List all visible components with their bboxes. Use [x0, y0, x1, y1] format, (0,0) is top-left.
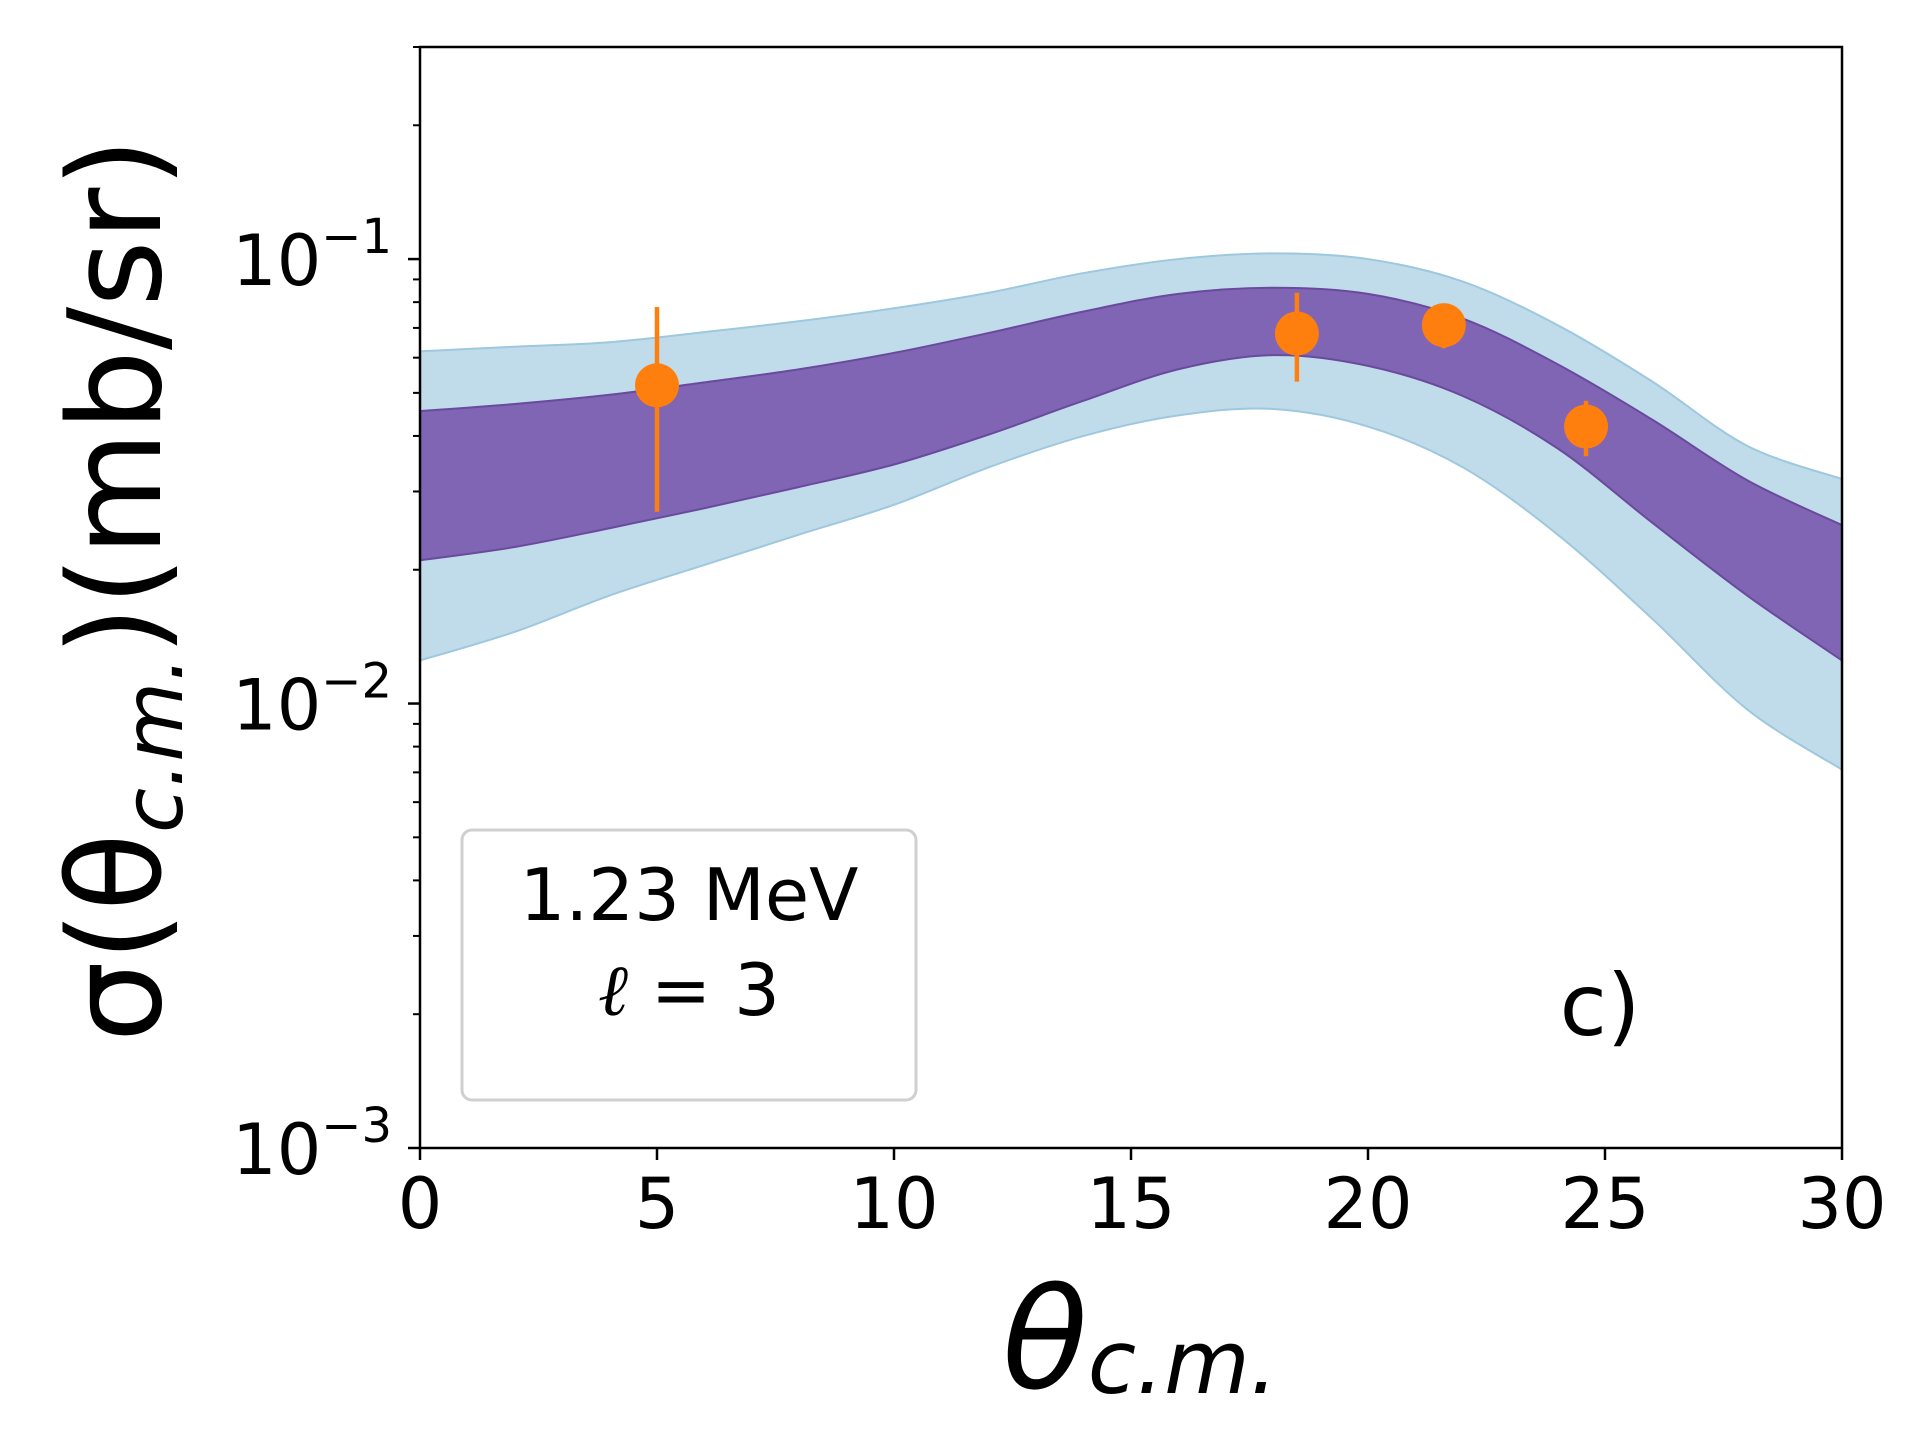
y-tick-base: 10 — [232, 665, 321, 747]
data-point-3 — [1564, 404, 1609, 449]
x-axis-title: θc.m. — [1002, 1259, 1278, 1422]
y-tick-exponent: −1 — [321, 209, 392, 265]
x-tick-label: 25 — [1560, 1163, 1649, 1245]
y-tick-exponent: −2 — [321, 654, 392, 710]
annotation-box: 1.23 MeV ℓ = 3 — [460, 828, 918, 1102]
x-tick-label: 0 — [398, 1163, 443, 1245]
ell-symbol: ℓ — [598, 948, 628, 1032]
x-axis-theta: θ — [1002, 1259, 1088, 1422]
x-tick-label: 10 — [849, 1163, 938, 1245]
y-axis-title: σ(θc.m.)(mb/sr) — [42, 138, 202, 1043]
y-tick-label: 10−1 — [232, 209, 392, 302]
data-point-0 — [635, 363, 679, 408]
confidence-bands — [419, 252, 1843, 772]
data-point-2 — [1421, 303, 1466, 348]
x-axis-subscript: c.m. — [1088, 1311, 1278, 1414]
x-tick-label: 30 — [1797, 1163, 1886, 1245]
plot-area — [419, 252, 1843, 772]
svg-text:σ(θc.m.)(mb/sr): σ(θc.m.)(mb/sr) — [42, 138, 202, 1043]
y-tick-label: 10−3 — [232, 1098, 392, 1191]
y-tick-base: 10 — [232, 1109, 321, 1191]
x-tick-label: 20 — [1323, 1163, 1412, 1245]
annotation-frame — [460, 828, 918, 1102]
x-tick-label: 15 — [1086, 1163, 1175, 1245]
y-tick-base: 10 — [232, 220, 321, 302]
x-tick-label: 5 — [635, 1163, 680, 1245]
panel-label: c) — [1560, 956, 1641, 1056]
y-axis-sigma: σ(θ — [42, 833, 191, 1042]
y-axis-units: )(mb/sr) — [42, 138, 191, 656]
y-tick-exponent: −3 — [321, 1098, 392, 1154]
annotation-l-value: ℓ = 3 — [598, 948, 780, 1032]
data-points — [635, 292, 1609, 512]
l-equals-text: = 3 — [628, 948, 780, 1032]
x-axis-ticks: 0 5 10 15 20 25 30 — [398, 1148, 1887, 1245]
annotation-energy: 1.23 MeV — [520, 853, 859, 937]
y-tick-label: 10−2 — [232, 654, 392, 747]
y-axis-ticks: 10−310−210−1 — [232, 46, 420, 1191]
data-point-1 — [1274, 311, 1319, 356]
y-axis-subscript: c.m. — [107, 656, 202, 833]
